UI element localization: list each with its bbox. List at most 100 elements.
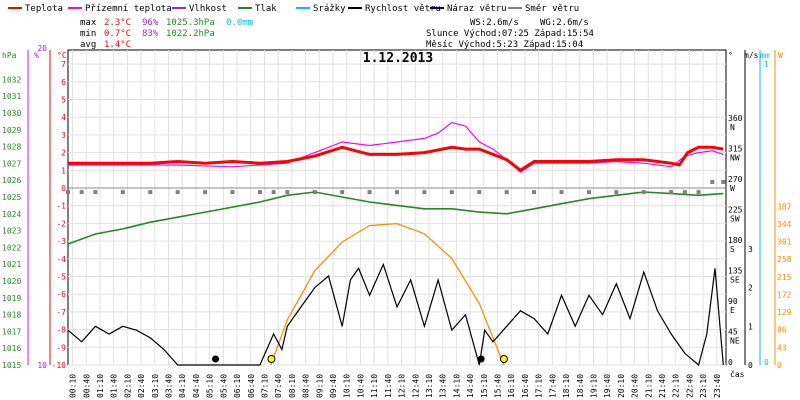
tick-dir-deg: 45 <box>728 327 738 336</box>
x-tick: 04:10 <box>178 374 187 398</box>
x-tick: 22:10 <box>672 374 681 398</box>
legend-label: Tlak <box>255 4 277 14</box>
axis-pct-label: % <box>34 51 39 60</box>
x-tick: 15:10 <box>480 374 489 398</box>
tick-ms: 2 <box>748 284 753 293</box>
tick-degc: 4 <box>61 113 66 122</box>
x-tick: 02:40 <box>137 374 146 398</box>
tick-hpa: 1025 <box>2 193 21 202</box>
stat-min-hum: 83% <box>142 29 159 39</box>
x-tick: 23:40 <box>713 374 722 398</box>
tick-w: 0 <box>777 361 782 370</box>
axis-degc-label: °C <box>57 51 67 60</box>
stat-max-label: max <box>80 18 97 28</box>
axis-hpa-label: hPa <box>2 51 17 60</box>
x-tick: 01:40 <box>110 374 119 398</box>
x-tick: 08:10 <box>288 374 297 398</box>
tick-hpa: 1027 <box>2 159 21 168</box>
dir-point <box>422 190 427 195</box>
series-tlak <box>67 191 724 245</box>
x-tick: 07:10 <box>260 374 269 398</box>
stat-avg-label: avg <box>80 40 96 50</box>
tick-degc: 5 <box>61 96 66 105</box>
x-tick: 20:10 <box>617 374 626 398</box>
dir-point <box>696 190 701 195</box>
dir-point <box>532 190 537 195</box>
dir-point <box>93 190 98 195</box>
tick-dir-name: NW <box>730 153 740 162</box>
axes: hPa1032103110301029102810271026102510241… <box>2 44 792 370</box>
stat-max-hum: 96% <box>142 18 159 28</box>
stat-mesic: Měsíc Východ:5:23 Západ:15:04 <box>426 40 583 50</box>
tick-degc: -6 <box>56 290 66 299</box>
tick-w: 172 <box>777 290 792 299</box>
dir-point <box>79 190 84 195</box>
x-tick: 10:40 <box>356 374 365 398</box>
stats-block: max 2.3°C 96% 1025.3hPa 0.0mm min 0.7°C 83% 1022… <box>80 18 594 50</box>
x-tick: 00:10 <box>69 374 78 398</box>
tick-dir-name: SE <box>730 275 740 284</box>
dir-point <box>175 190 180 195</box>
x-tick: 12:10 <box>398 374 407 398</box>
x-tick: 16:40 <box>521 374 530 398</box>
tick-hpa: 1018 <box>2 311 21 320</box>
legend-label: Teplota <box>25 4 63 14</box>
dir-point <box>66 190 70 195</box>
tick-hpa: 1019 <box>2 294 21 303</box>
series-rychlost-vetru <box>67 262 724 367</box>
tick-degc: -5 <box>56 273 66 282</box>
tick-degc: -7 <box>56 308 66 317</box>
x-tick: 03:10 <box>151 374 160 398</box>
dir-point <box>395 190 399 195</box>
tick-degc: -2 <box>56 219 66 228</box>
x-tick: 13:10 <box>425 374 434 398</box>
tick-dir-deg: 180 <box>728 236 743 245</box>
legend-label: Náraz větru <box>447 4 507 14</box>
x-tick: 00:40 <box>82 374 91 398</box>
tick-hpa: 1023 <box>2 227 21 236</box>
stat-wg: WG:2.6m/s <box>540 18 589 28</box>
x-tick: 06:40 <box>247 374 256 398</box>
tick-ms: 0 <box>748 361 753 370</box>
dir-point <box>586 190 591 195</box>
x-tick: 23:10 <box>699 374 708 398</box>
tick-mm: 0 <box>764 358 769 367</box>
tick-degc: 1 <box>61 166 66 175</box>
tick-degc: 3 <box>61 131 66 140</box>
axis-mm-label: mm <box>760 51 770 60</box>
axis-dir-label: ° <box>728 51 733 60</box>
x-tick: 17:40 <box>548 374 557 398</box>
x-axis: 00:10 00:40 01:10 01:40 02:10 02:40 03:10 03:40… <box>69 369 745 398</box>
legend-label: Přízemní teplota <box>85 4 172 14</box>
tick-dir-deg: 225 <box>728 205 743 214</box>
stat-min-press: 1022.2hPa <box>166 29 215 39</box>
tick-w: 258 <box>777 255 792 264</box>
plot-background <box>67 49 727 366</box>
dir-point <box>271 190 276 195</box>
x-tick: 16:10 <box>507 374 516 398</box>
tick-w: 215 <box>777 273 792 282</box>
stat-slunce: Slunce Východ:07:25 Západ:15:54 <box>426 29 594 39</box>
tick-dir-deg: 135 <box>728 266 743 275</box>
dir-point <box>682 190 687 195</box>
legend-label: Vlhkost <box>189 4 227 14</box>
tick-degc: 6 <box>61 78 66 87</box>
tick-dir-name: W <box>730 184 735 193</box>
legend-label: Srážky <box>313 4 346 14</box>
axis-w-label: W <box>778 51 783 60</box>
tick-degc: -3 <box>56 237 66 246</box>
tick-hpa: 1030 <box>2 109 21 118</box>
tick-w: 301 <box>777 238 792 247</box>
x-tick: 19:40 <box>603 374 612 398</box>
dir-point <box>148 190 153 195</box>
tick-degc: 0 <box>61 184 66 193</box>
x-tick: 21:40 <box>658 374 667 398</box>
series-solar <box>270 222 505 366</box>
x-axis-label: čas <box>730 369 745 379</box>
tick-dir-name: SW <box>730 214 740 223</box>
stat-min-label: min <box>80 29 96 39</box>
tick-dir-name: E <box>730 306 735 315</box>
stat-min-temp: 0.7°C <box>104 29 131 39</box>
tick-dir-deg: 0 <box>728 358 733 367</box>
tick-w: 43 <box>777 343 787 352</box>
